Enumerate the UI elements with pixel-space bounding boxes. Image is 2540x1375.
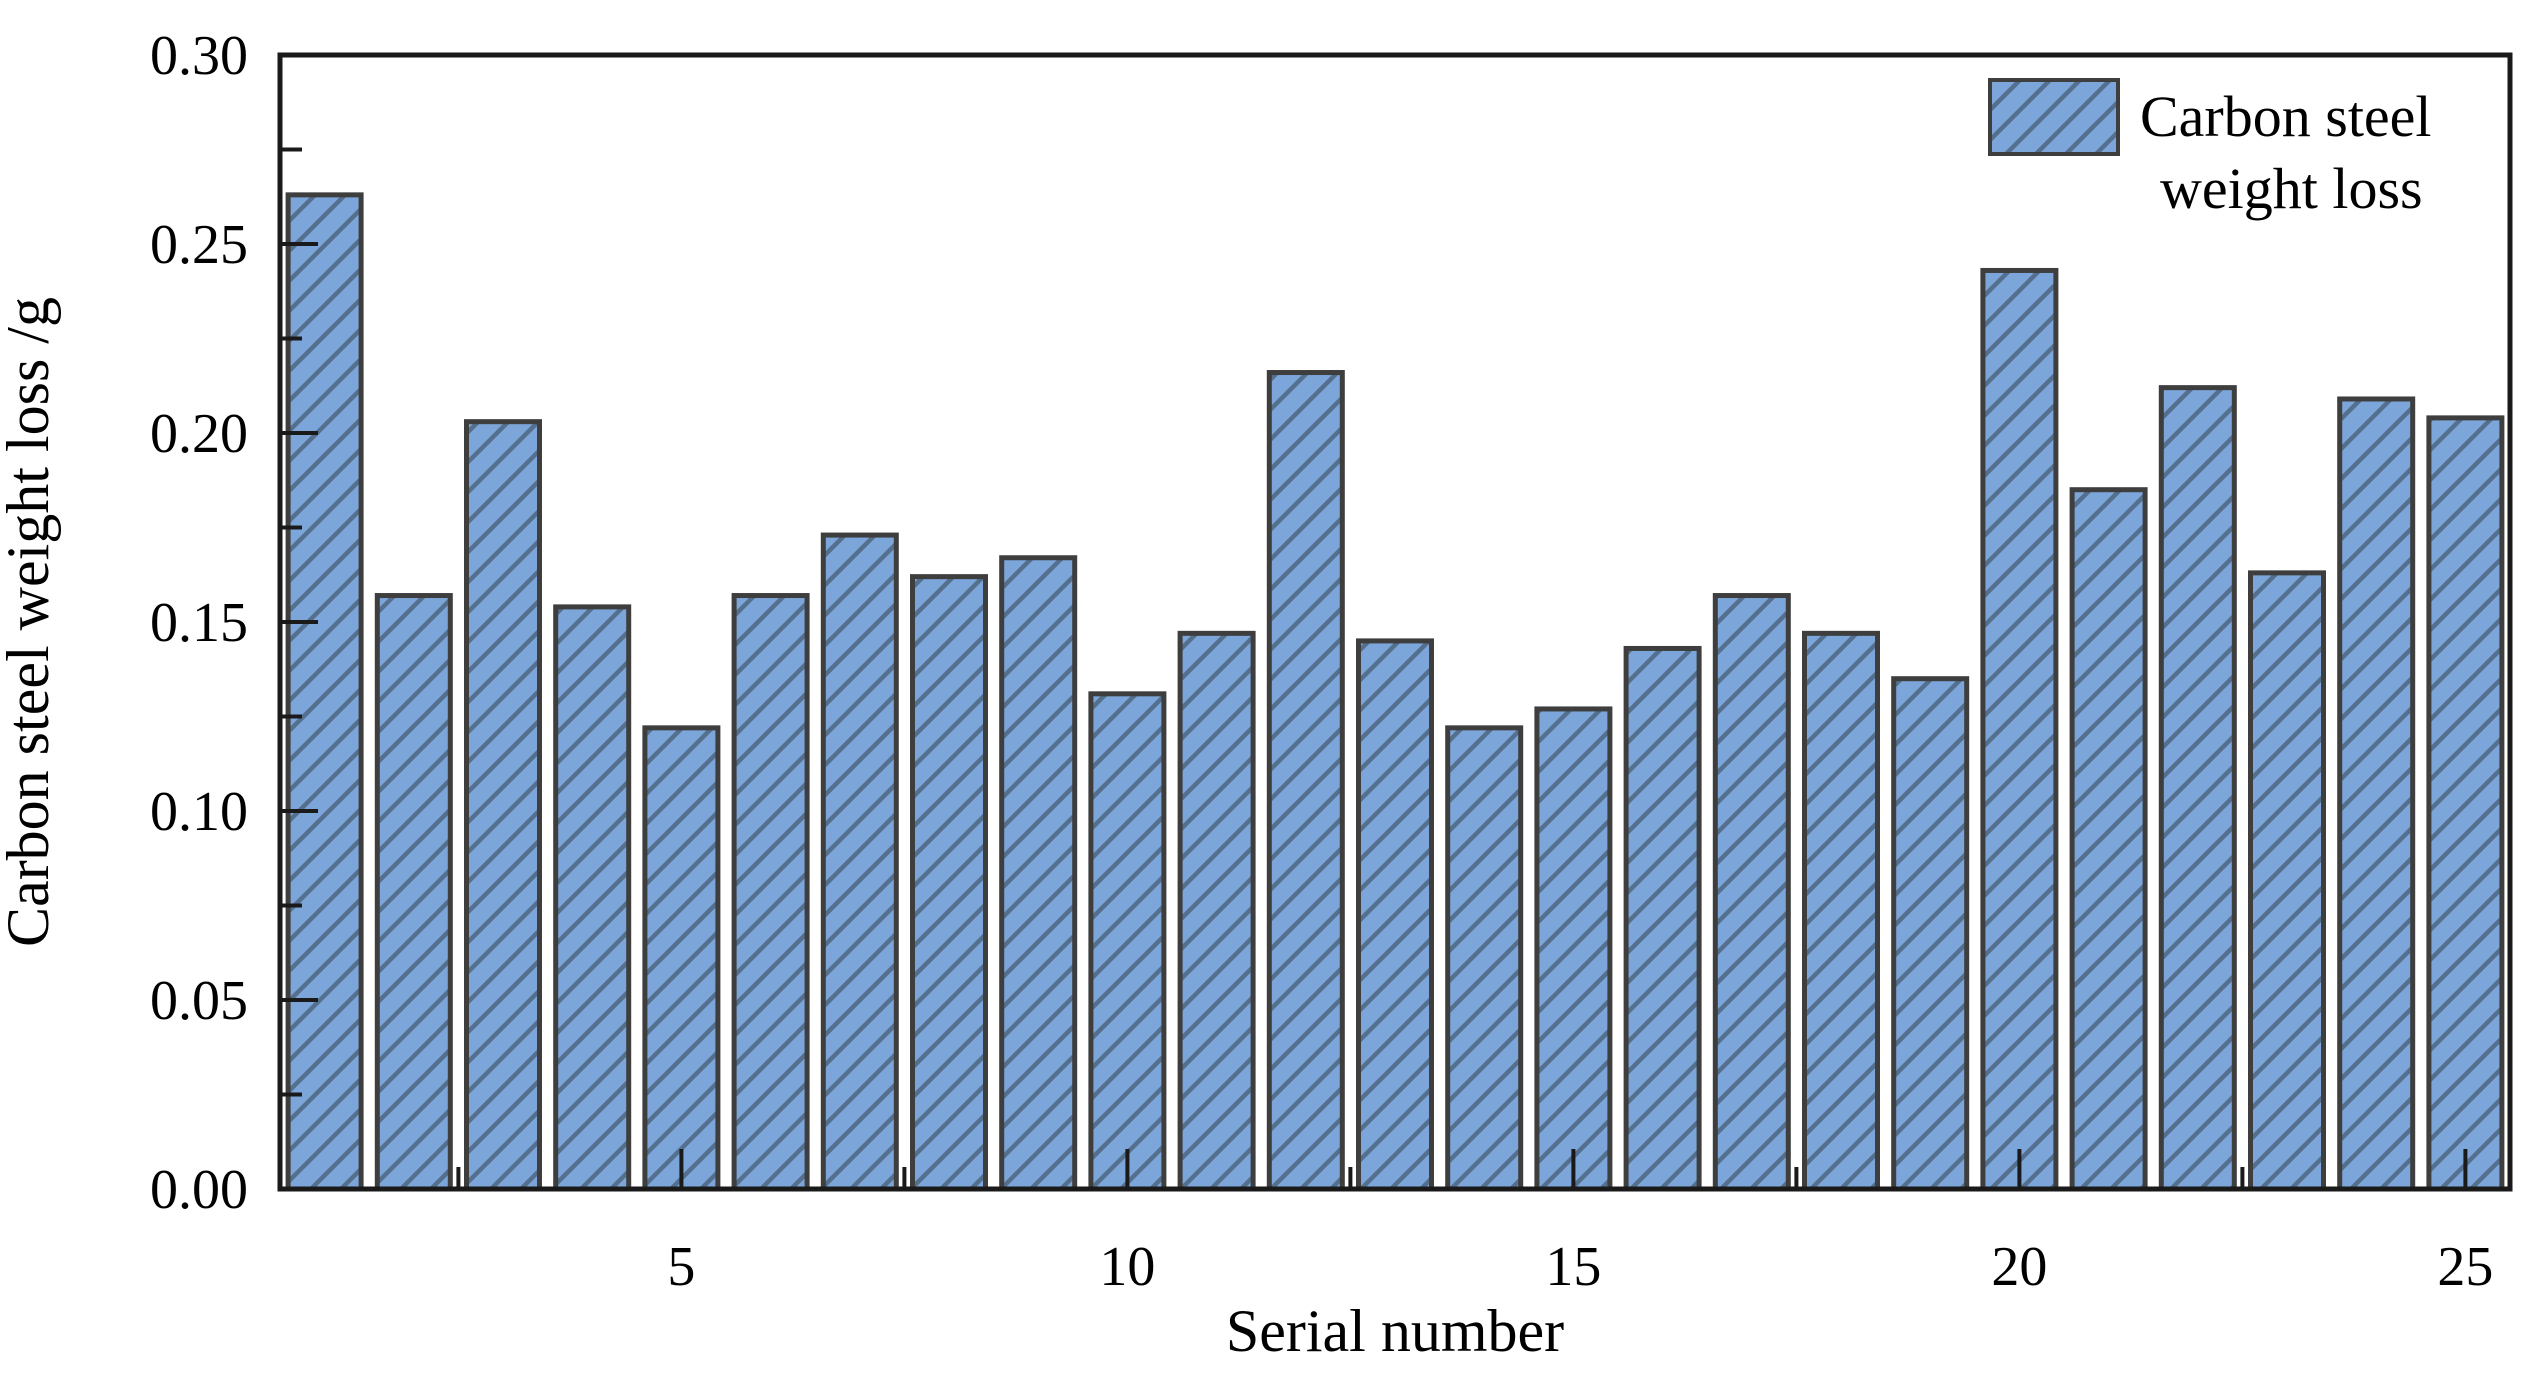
y-tick-label: 0.25 — [150, 214, 248, 276]
bar-serial-9 — [999, 555, 1078, 1192]
x-tick-label: 25 — [2437, 1236, 2493, 1298]
bar-serial-2 — [374, 593, 453, 1192]
x-tick-label: 5 — [667, 1236, 695, 1298]
bar-serial-16 — [1623, 645, 1702, 1192]
y-tick-label: 0.15 — [150, 592, 248, 654]
bar-serial-5 — [642, 725, 721, 1192]
bar-serial-11 — [1177, 630, 1256, 1192]
x-tick-label: 10 — [1099, 1236, 1155, 1298]
y-tick-label: 0.10 — [150, 781, 248, 843]
x-tick-label: 20 — [1991, 1236, 2047, 1298]
bar-serial-7 — [820, 532, 899, 1192]
bar-serial-17 — [1712, 593, 1791, 1192]
bar-serial-18 — [1802, 630, 1880, 1192]
y-tick-label: 0.00 — [150, 1159, 248, 1221]
y-axis-title: Carbon steel weight loss /g — [0, 297, 61, 947]
y-tick-label: 0.20 — [150, 403, 248, 465]
y-tick-label: 0.30 — [150, 25, 248, 87]
bar-serial-10 — [1088, 691, 1167, 1192]
legend-swatch — [1988, 78, 2120, 156]
bar-serial-24 — [2337, 396, 2416, 1192]
bar-serial-8 — [910, 574, 988, 1192]
bar-serial-14 — [1445, 725, 1524, 1192]
bar-serial-1 — [285, 192, 364, 1192]
bar-serial-3 — [464, 419, 542, 1192]
legend-label-line1: Carbon steel — [2140, 84, 2432, 149]
bar-serial-20 — [1980, 267, 2059, 1192]
bar-serial-13 — [1356, 638, 1434, 1192]
bar-serial-25 — [2426, 415, 2505, 1192]
legend: Carbon steel weight loss — [1988, 78, 2432, 221]
bar-serial-12 — [1266, 370, 1345, 1192]
bar-serial-23 — [2248, 570, 2326, 1192]
bar-serial-21 — [2069, 487, 2148, 1192]
x-axis-title: Serial number — [1226, 1298, 1564, 1364]
bar-serial-6 — [731, 593, 810, 1192]
bar-serial-15 — [1534, 706, 1613, 1192]
y-tick-label: 0.05 — [150, 970, 248, 1032]
bar-serial-22 — [2158, 385, 2237, 1192]
x-tick-label: 15 — [1545, 1236, 1601, 1298]
legend-label-line2: weight loss — [2160, 156, 2423, 221]
bar-serial-19 — [1891, 676, 1970, 1192]
bar-serial-4 — [553, 604, 632, 1192]
